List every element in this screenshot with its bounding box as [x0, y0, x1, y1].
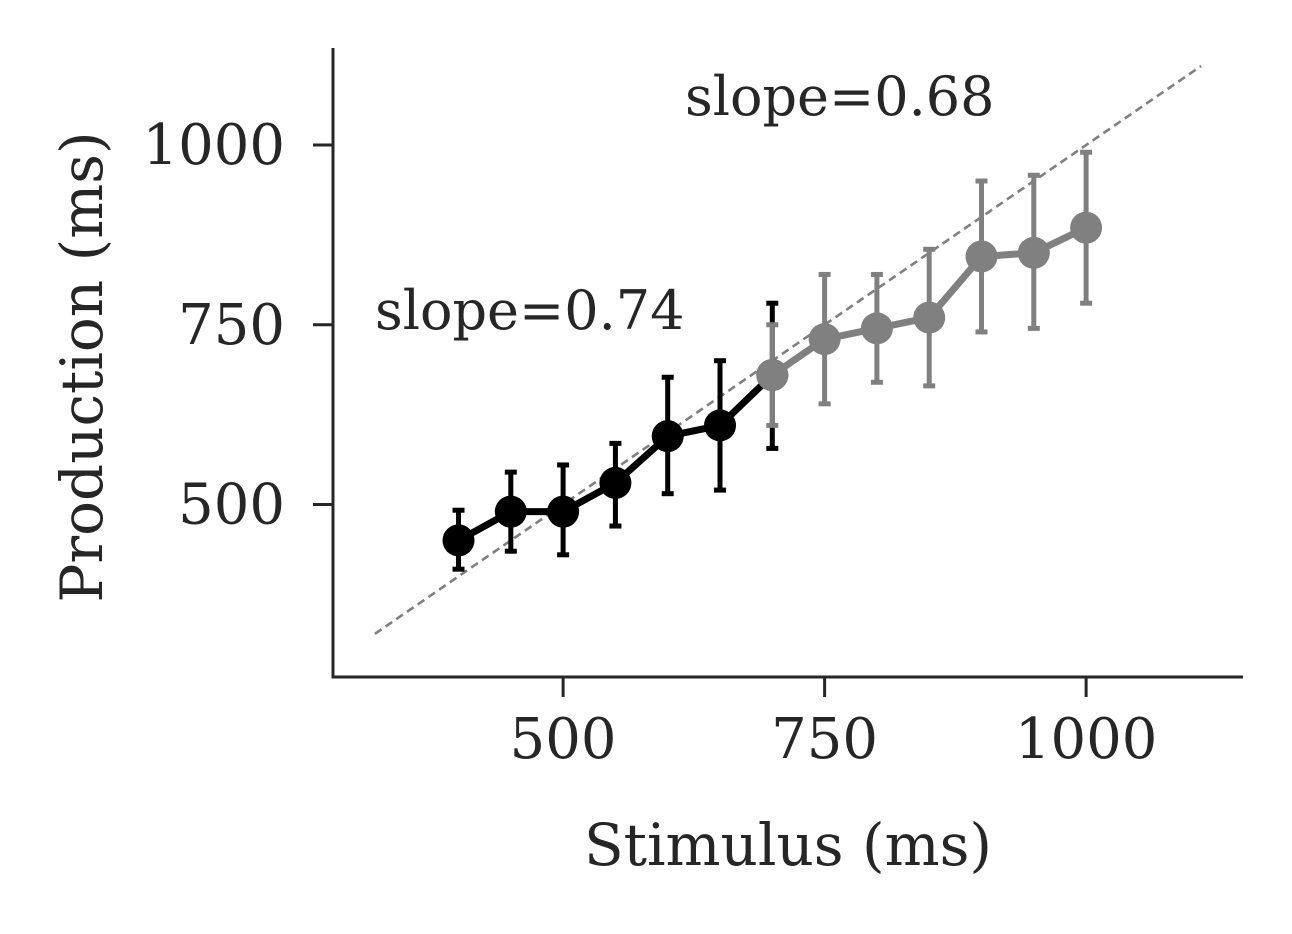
data-point [860, 312, 893, 345]
identity-line [374, 64, 1202, 635]
series-2 [756, 149, 1103, 428]
data-point [756, 359, 789, 392]
x-tick-label: 750 [771, 707, 878, 772]
y-tick-label: 750 [178, 293, 285, 358]
data-point [913, 301, 946, 334]
data-point [494, 495, 527, 528]
data-point [1070, 211, 1103, 244]
axes: 500 750 1000 500 750 1000 [142, 48, 1243, 772]
slope-annotation-2: slope=0.68 [685, 65, 995, 128]
slope-annotation-1: slope=0.74 [375, 279, 685, 342]
x-tick-label: 500 [510, 707, 617, 772]
data-point [965, 240, 998, 273]
y-tick-label: 500 [178, 472, 285, 537]
series-1 [442, 300, 789, 572]
data-point [651, 420, 684, 453]
data-point [547, 495, 580, 528]
data-point [599, 466, 632, 499]
series-layer [442, 149, 1103, 572]
y-axis-label: Production (ms) [48, 131, 116, 602]
data-point [1017, 236, 1050, 269]
data-point [442, 524, 475, 557]
labels-layer: Stimulus (ms) Production (ms) slope=0.74… [48, 65, 995, 879]
y-tick-label: 1000 [142, 113, 285, 178]
data-point [704, 409, 737, 442]
x-tick-label: 1000 [1015, 707, 1158, 772]
data-point [808, 323, 841, 356]
x-axis-label: Stimulus (ms) [584, 811, 992, 879]
identity-line-layer [374, 64, 1202, 635]
